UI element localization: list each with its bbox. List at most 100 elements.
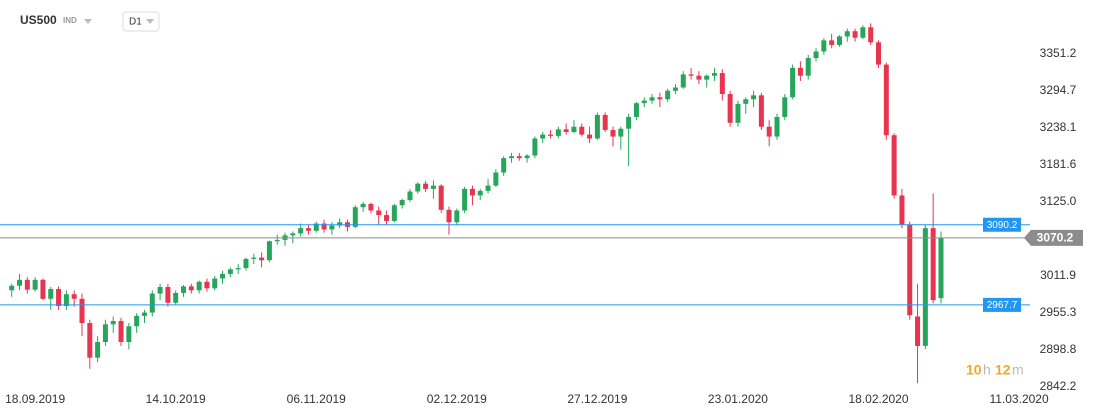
candle-body	[696, 75, 702, 80]
candle-body	[204, 281, 210, 289]
candle-body	[188, 286, 194, 291]
candle-body	[438, 185, 444, 210]
candle-body	[173, 292, 179, 303]
candle-body	[493, 172, 499, 186]
candle-body	[727, 94, 733, 123]
countdown-minutes: 12	[995, 362, 1011, 378]
candle-body	[579, 126, 585, 135]
candle-body	[110, 321, 116, 325]
candle-body	[899, 195, 905, 225]
candle-body	[633, 103, 639, 117]
candle-body	[548, 134, 554, 136]
candle-body	[63, 294, 69, 307]
x-tick-label: 23.01.2020	[708, 392, 768, 406]
candle-body	[805, 58, 811, 76]
candle-body	[821, 40, 827, 52]
candle-body	[938, 237, 944, 299]
candle-body	[352, 207, 358, 227]
candle-body	[212, 278, 218, 289]
candle-body	[758, 95, 764, 127]
candle-body	[555, 129, 561, 136]
candle-body	[391, 205, 397, 221]
candle-body	[516, 156, 522, 159]
candle-body	[430, 185, 436, 189]
y-tick-label: 2955.3	[1040, 305, 1077, 319]
y-tick-label: 3181.6	[1040, 157, 1077, 171]
candle-body	[368, 203, 374, 211]
x-tick-label: 06.11.2019	[287, 392, 346, 406]
x-tick-label: 27.12.2019	[567, 392, 627, 406]
candle-body	[680, 74, 686, 88]
candle-body	[641, 100, 647, 104]
candle-body	[40, 279, 46, 299]
symbol-dropdown[interactable]	[84, 19, 92, 24]
candle-body	[118, 321, 124, 342]
x-tick-label: 11.03.2020	[989, 392, 1048, 406]
candle-body	[9, 285, 15, 291]
candle-body	[766, 126, 772, 137]
candle-body	[329, 225, 335, 230]
candle-body	[266, 241, 272, 261]
candle-body	[95, 341, 101, 358]
candle-body	[446, 209, 452, 223]
candle-body	[719, 73, 725, 95]
y-tick-label: 3238.1	[1040, 120, 1077, 134]
candle-body	[220, 273, 226, 279]
candle-body	[399, 200, 405, 206]
candle-body	[915, 316, 921, 346]
candle-body	[836, 36, 842, 45]
x-tick-label: 18.09.2019	[5, 392, 65, 406]
candle-body	[71, 294, 77, 299]
candle-body	[485, 185, 491, 191]
current-price-tag	[1024, 229, 1083, 246]
timeframe-button[interactable]	[122, 11, 160, 32]
candle-body	[462, 188, 468, 211]
candle-body	[376, 210, 382, 216]
candle-body	[704, 75, 710, 80]
candle-body	[274, 239, 280, 242]
candle-body	[672, 87, 678, 91]
candle-body	[165, 287, 171, 303]
candle-body	[360, 203, 366, 208]
candle-body	[235, 268, 241, 270]
y-tick-label: 2842.2	[1040, 379, 1077, 393]
candle-body	[48, 288, 54, 299]
candle-body	[321, 223, 327, 230]
candle-body	[649, 97, 655, 101]
candle-body	[907, 224, 913, 316]
candle-body	[407, 191, 413, 201]
candle-body	[102, 324, 108, 342]
candle-body	[876, 42, 882, 65]
candle-body	[87, 323, 93, 358]
candle-body	[883, 64, 889, 136]
candle-body	[524, 155, 530, 159]
candle-body	[313, 223, 319, 231]
candle-body	[571, 126, 577, 132]
candle-body	[594, 114, 600, 139]
candle-body	[852, 31, 858, 38]
price-line-label: 2967.7	[987, 300, 1018, 311]
candle-body	[477, 190, 483, 196]
candle-body	[415, 183, 421, 192]
candle-body	[305, 228, 311, 231]
candle-body	[290, 233, 296, 236]
candle-body	[532, 138, 538, 156]
candle-body	[735, 103, 741, 123]
candle-body	[563, 129, 569, 132]
candle-body	[930, 228, 936, 301]
symbol: US500	[20, 13, 57, 27]
candle-body	[922, 228, 928, 346]
candle-body	[860, 27, 866, 38]
candle-body	[774, 116, 780, 137]
candle-body	[337, 222, 343, 226]
y-tick-label: 2898.8	[1040, 342, 1077, 356]
candle-body	[454, 210, 460, 223]
candle-body	[423, 183, 429, 189]
candle-body	[813, 51, 819, 59]
candle-body	[259, 257, 265, 261]
x-tick-label: 18.02.2020	[848, 392, 908, 406]
candle-body	[743, 99, 749, 104]
y-tick-label: 3294.7	[1040, 83, 1077, 97]
candle-body	[126, 326, 132, 342]
